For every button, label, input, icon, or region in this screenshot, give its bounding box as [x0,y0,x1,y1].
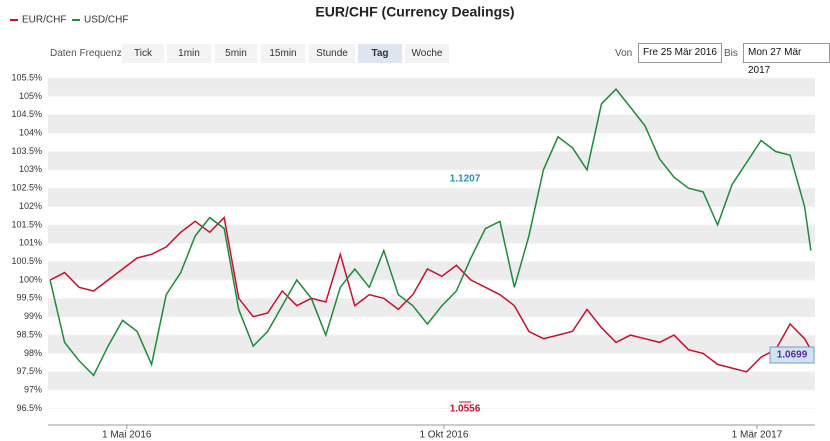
x-tick-label: 1 Okt 2016 [419,430,468,441]
frequency-button[interactable]: Woche [405,44,449,63]
y-tick-label: 99% [24,311,42,321]
y-tick-label: 103.5% [11,146,42,156]
frequency-button[interactable]: Tag [358,44,402,63]
grid-band [48,114,815,134]
frequency-button[interactable]: Stunde [309,44,355,63]
annotation: 1.0699 [777,350,808,361]
legend-label: EUR/CHF [22,15,66,26]
y-tick-label: 97% [24,384,42,394]
frequency-button[interactable]: 1min [167,44,211,63]
y-tick-label: 105.5% [11,72,42,82]
grid-band [48,335,815,354]
grid-band [48,188,815,207]
y-tick-label: 102% [19,201,42,211]
annotation-box [769,346,815,364]
y-tick-label: 105% [19,91,42,101]
series-line [49,216,812,373]
x-tick-label: 1 Mai 2016 [102,430,152,441]
from-label: Von [615,48,633,59]
y-tick-label: 98% [24,348,42,358]
frequency-button[interactable]: 5min [215,44,257,63]
y-tick-label: 104% [19,128,42,138]
legend-label: USD/CHF [84,15,128,26]
y-tick-label: 101.5% [11,219,42,229]
frequency-button[interactable]: 15min [261,44,305,63]
y-tick-label: 96.5% [16,403,42,413]
to-label: Bis [724,48,738,59]
y-tick-label: 102.5% [11,183,42,193]
annotation: 1.1207 [450,174,481,185]
series-line [49,87,812,377]
y-tick-label: 104.5% [11,109,42,119]
to-date[interactable]: Mon 27 Mär 2017 [743,43,830,76]
y-tick-label: 98.5% [16,329,42,339]
y-tick-label: 100.5% [11,256,42,266]
frequency-label: Daten Frequenz [50,48,122,59]
y-tick-label: 97.5% [16,366,42,376]
y-tick-label: 103% [19,164,42,174]
grid-band [48,78,815,97]
y-tick-label: 101% [19,238,42,248]
grid-band [48,224,815,244]
grid-band [48,151,815,170]
from-date[interactable]: Fre 25 Mär 2016 [638,43,722,63]
y-tick-label: 99.5% [16,293,42,303]
chart-title: EUR/CHF (Currency Dealings) [315,4,514,20]
annotation: 1.0556 [450,404,481,415]
y-tick-label: 100% [19,274,42,284]
frequency-button[interactable]: Tick [122,44,164,63]
x-tick-label: 1 Mär 2017 [732,430,783,441]
grid-band [48,371,815,391]
